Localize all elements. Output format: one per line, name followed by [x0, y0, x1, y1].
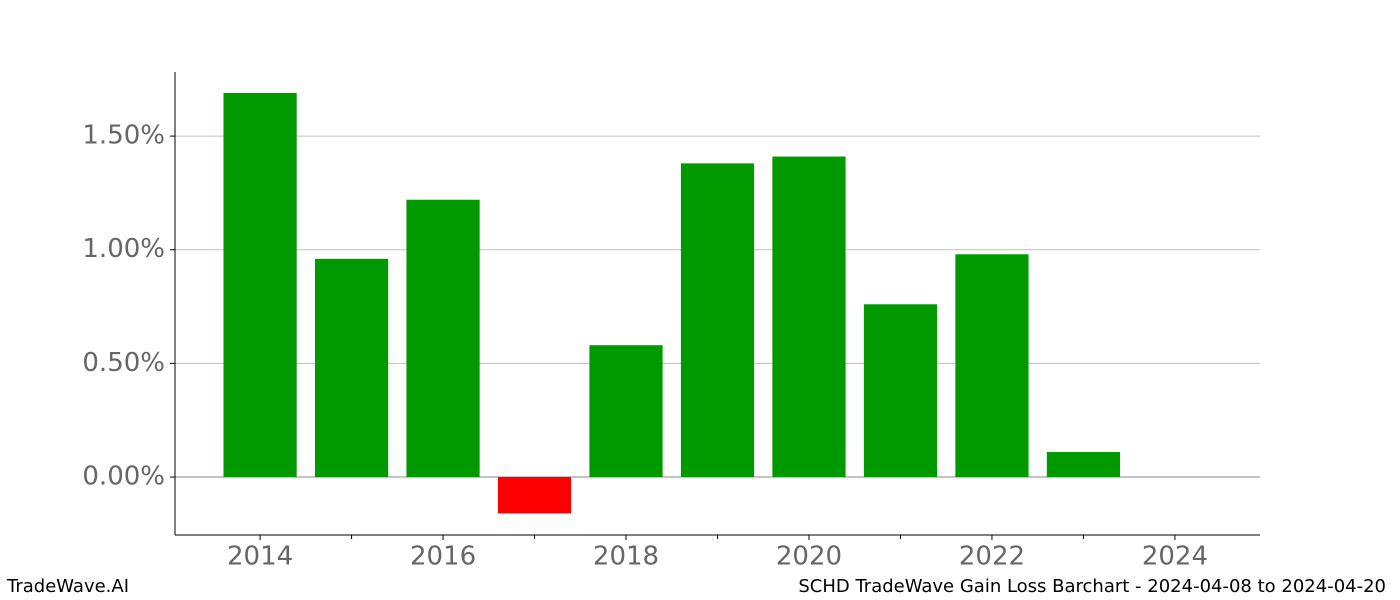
x-tick-label: 2016: [410, 542, 476, 572]
y-tick-label: 1.00%: [82, 234, 165, 264]
y-tick-label: 1.50%: [82, 121, 165, 151]
bar: [497, 477, 572, 514]
y-tick-label: 0.00%: [82, 462, 165, 492]
bar: [955, 254, 1029, 478]
x-tick-label: 2014: [227, 542, 293, 572]
bar: [406, 199, 480, 478]
bar: [223, 92, 297, 478]
bar: [772, 156, 846, 478]
bar: [863, 304, 938, 478]
x-tick-label: 2020: [776, 542, 842, 572]
brand: TradeWave.AI: [6, 576, 129, 597]
y-tick-label: 0.50%: [82, 348, 165, 378]
bar: [589, 345, 663, 478]
bar: [1046, 452, 1121, 478]
x-tick-label: 2018: [593, 542, 659, 572]
bar: [680, 163, 755, 478]
x-tick-label: 2024: [1142, 542, 1208, 572]
bar: [314, 258, 389, 478]
x-tick-label: 2022: [959, 542, 1025, 572]
chart-title: SCHD TradeWave Gain Loss Barchart - 2024…: [798, 576, 1386, 597]
